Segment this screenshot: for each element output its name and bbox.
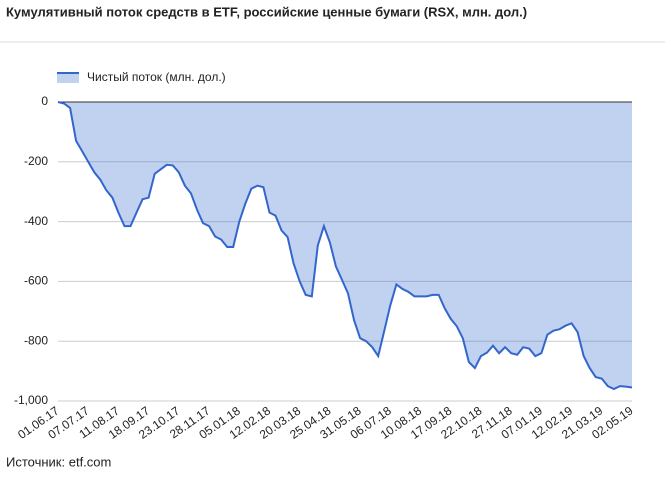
line (57, 101, 633, 391)
legend-label: Чистый поток (млн. дол.) (87, 70, 226, 84)
chart-title: Кумулятивный поток средств в ETF, россий… (6, 4, 527, 19)
y-tick-label: -400 (24, 214, 48, 228)
legend-swatch (57, 73, 79, 83)
y-tick-label: -1,000 (14, 393, 48, 407)
source: Источник: etf.com (6, 454, 111, 469)
y-tick-label: 0 (41, 94, 48, 108)
y-tick-label: -800 (24, 333, 48, 347)
y-tick-label: -200 (24, 154, 48, 168)
area (58, 102, 632, 389)
y-tick-label: -600 (24, 274, 48, 288)
